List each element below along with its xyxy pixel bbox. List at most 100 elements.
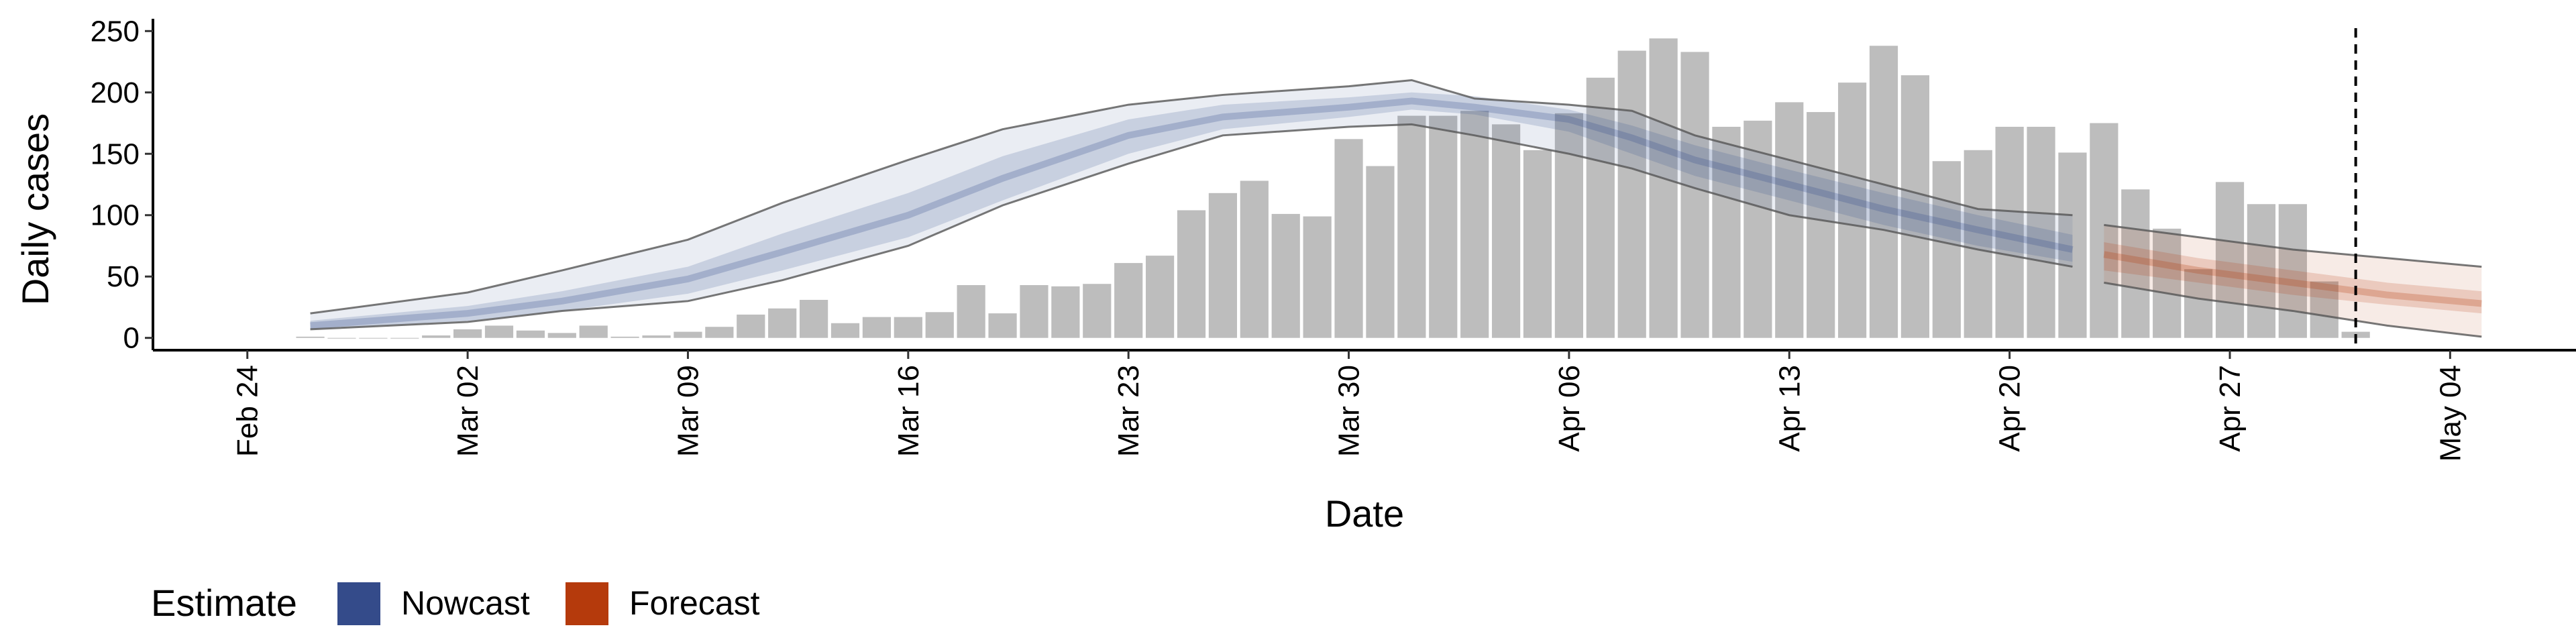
- case-bar: [1491, 124, 1521, 338]
- case-bar: [422, 335, 451, 338]
- case-bar: [1995, 127, 2024, 338]
- case-bar: [1303, 216, 1332, 338]
- x-axis-title: Date: [1325, 492, 1404, 535]
- case-bar: [1900, 75, 1930, 338]
- x-tick-label: Apr 06: [1553, 365, 1586, 452]
- case-bar: [296, 336, 325, 338]
- case-bar: [1208, 193, 1238, 338]
- case-bar: [2247, 204, 2276, 338]
- case-bar: [1743, 120, 1772, 338]
- case-bar: [1114, 263, 1143, 338]
- forecast-outer-band: [2104, 225, 2482, 337]
- case-bar: [1617, 50, 1646, 338]
- case-bar: [1177, 210, 1206, 338]
- nowcast-inner-band: [310, 92, 2073, 329]
- x-tick-label: May 04: [2434, 365, 2467, 462]
- case-bar: [862, 317, 892, 338]
- case-bar: [2058, 152, 2087, 338]
- case-bar: [1460, 111, 1489, 338]
- case-bar: [1366, 166, 1395, 338]
- case-bar: [2310, 281, 2339, 338]
- case-bar: [1397, 115, 1426, 338]
- bars-layer: [296, 38, 2370, 339]
- y-axis: 0 50 100 150 200 250: [91, 15, 154, 355]
- y-axis-title: Daily cases: [14, 113, 56, 305]
- forecast-median-line: [2103, 251, 2482, 307]
- case-bar: [2027, 127, 2055, 338]
- case-bar: [610, 336, 639, 338]
- case-bar: [2215, 182, 2245, 338]
- case-bar: [1271, 213, 1300, 338]
- case-bar: [547, 333, 576, 338]
- case-bar: [1932, 161, 1961, 338]
- x-tick-label: Feb 24: [231, 365, 264, 457]
- case-bar: [1020, 285, 1049, 338]
- case-bar: [453, 329, 482, 338]
- legend-swatch-nowcast: [337, 582, 380, 625]
- legend-title: Estimate: [151, 582, 297, 624]
- case-bar: [327, 337, 356, 339]
- case-bar: [799, 299, 828, 338]
- case-bar: [1051, 286, 1080, 338]
- case-bar: [516, 330, 545, 338]
- case-bar: [1586, 77, 1615, 338]
- case-bar: [1712, 127, 1741, 338]
- case-bar: [705, 327, 734, 338]
- case-bar: [2278, 204, 2307, 338]
- y-tick-label: 200: [91, 76, 140, 109]
- case-bar: [737, 314, 765, 338]
- x-tick-label: Apr 13: [1773, 365, 1806, 452]
- case-bar: [1145, 256, 1175, 338]
- nowcast-outer-band: [310, 80, 2073, 329]
- x-tick-label: Mar 16: [892, 365, 925, 457]
- y-tick-label: 0: [123, 322, 140, 355]
- case-bar: [925, 312, 954, 338]
- case-bar: [2121, 189, 2150, 338]
- case-bar: [1083, 284, 1112, 338]
- case-bar: [894, 317, 922, 338]
- x-axis: Feb 24 Mar 02 Mar 09 Mar 16 Mar 23 Mar 30 Apr …: [153, 349, 2576, 462]
- case-bar: [390, 337, 419, 339]
- case-bar: [988, 313, 1017, 338]
- nowcast-lower-bound-line: [310, 123, 2073, 331]
- x-tick-label: Apr 20: [1994, 365, 2027, 452]
- case-bar: [1807, 112, 1835, 338]
- x-tick-label: Mar 09: [672, 365, 704, 457]
- y-tick-label: 50: [107, 260, 140, 293]
- case-bar: [957, 285, 985, 338]
- nowcast-median-line: [310, 97, 2074, 329]
- case-bar: [1429, 115, 1458, 338]
- x-tick-label: Mar 30: [1333, 365, 1366, 457]
- x-tick-label: Apr 27: [2214, 365, 2247, 452]
- case-bar: [1240, 180, 1269, 338]
- case-bar: [1964, 150, 1992, 338]
- case-bar: [359, 337, 388, 339]
- x-tick-label: Mar 23: [1112, 365, 1145, 457]
- case-bar: [1775, 102, 1804, 338]
- case-bar: [1649, 38, 1678, 338]
- nowcast-layer: [310, 78, 2074, 331]
- forecast-lower-bound-line: [2104, 281, 2482, 338]
- legend: Estimate Nowcast Forecast: [151, 582, 760, 625]
- case-bar: [642, 335, 671, 338]
- case-bar: [2184, 269, 2213, 338]
- case-bar: [1554, 113, 1584, 338]
- legend-label-nowcast: Nowcast: [401, 584, 530, 622]
- forecast-layer: [2103, 223, 2482, 338]
- case-bar: [2090, 123, 2118, 338]
- case-bar: [1334, 139, 1363, 338]
- legend-swatch-forecast: [566, 582, 608, 625]
- case-bar: [2153, 228, 2182, 338]
- forecast-upper-bound-line: [2104, 223, 2482, 268]
- legend-label-forecast: Forecast: [629, 584, 760, 622]
- forecast-inner-band: [2104, 241, 2482, 314]
- nowcast-upper-bound-line: [310, 78, 2073, 315]
- y-tick-label: 250: [91, 15, 140, 48]
- case-bar: [1680, 52, 1709, 338]
- case-bar: [1869, 46, 1898, 338]
- case-bar: [768, 308, 797, 338]
- case-bar: [1837, 83, 1867, 338]
- case-bar: [1523, 150, 1552, 338]
- y-tick-label: 150: [91, 138, 140, 170]
